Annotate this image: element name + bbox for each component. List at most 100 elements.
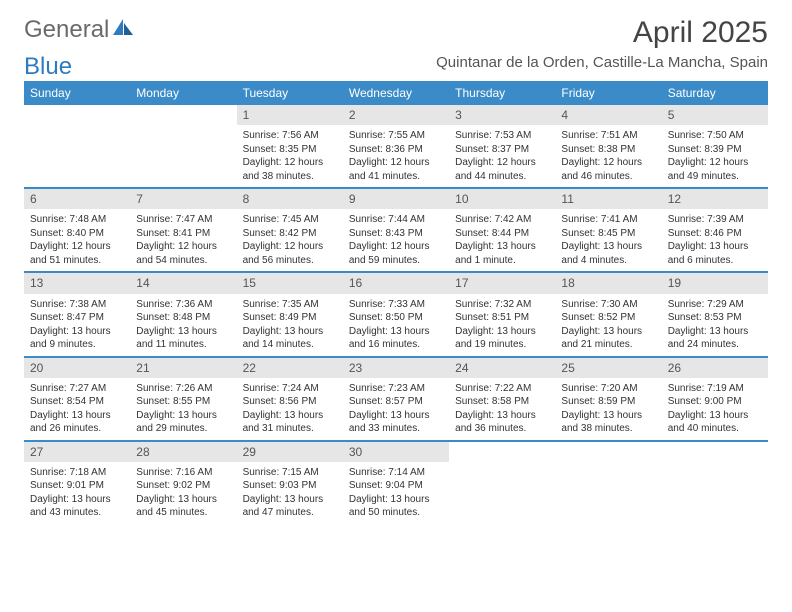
day-number: 12 <box>662 189 768 209</box>
daylight-text: Daylight: 13 hours and 45 minutes. <box>136 493 230 520</box>
sunset-text: Sunset: 8:39 PM <box>668 143 762 157</box>
day-body: Sunrise: 7:51 AMSunset: 8:38 PMDaylight:… <box>555 127 661 187</box>
day-body: Sunrise: 7:20 AMSunset: 8:59 PMDaylight:… <box>555 380 661 440</box>
calendar-cell: 23Sunrise: 7:23 AMSunset: 8:57 PMDayligh… <box>343 358 449 440</box>
daylight-text: Daylight: 13 hours and 11 minutes. <box>136 325 230 352</box>
weekday-header: Monday <box>130 81 236 105</box>
day-body: Sunrise: 7:22 AMSunset: 8:58 PMDaylight:… <box>449 380 555 440</box>
day-number: 3 <box>449 105 555 125</box>
day-number: 1 <box>237 105 343 125</box>
sunrise-text: Sunrise: 7:38 AM <box>30 298 124 312</box>
calendar-cell: 22Sunrise: 7:24 AMSunset: 8:56 PMDayligh… <box>237 358 343 440</box>
sunrise-text: Sunrise: 7:23 AM <box>349 382 443 396</box>
day-number: 28 <box>130 442 236 462</box>
day-body: Sunrise: 7:15 AMSunset: 9:03 PMDaylight:… <box>237 464 343 524</box>
day-body: Sunrise: 7:18 AMSunset: 9:01 PMDaylight:… <box>24 464 130 524</box>
sunrise-text: Sunrise: 7:55 AM <box>349 129 443 143</box>
daylight-text: Daylight: 13 hours and 29 minutes. <box>136 409 230 436</box>
sunset-text: Sunset: 8:36 PM <box>349 143 443 157</box>
daylight-text: Daylight: 13 hours and 26 minutes. <box>30 409 124 436</box>
sunset-text: Sunset: 9:04 PM <box>349 479 443 493</box>
daylight-text: Daylight: 13 hours and 43 minutes. <box>30 493 124 520</box>
calendar-cell: 3Sunrise: 7:53 AMSunset: 8:37 PMDaylight… <box>449 105 555 187</box>
day-number: 11 <box>555 189 661 209</box>
day-number: 19 <box>662 273 768 293</box>
day-number: 22 <box>237 358 343 378</box>
day-number: 9 <box>343 189 449 209</box>
sunset-text: Sunset: 8:40 PM <box>30 227 124 241</box>
sunrise-text: Sunrise: 7:42 AM <box>455 213 549 227</box>
sunrise-text: Sunrise: 7:18 AM <box>30 466 124 480</box>
location-subtitle: Quintanar de la Orden, Castille-La Manch… <box>436 54 768 71</box>
sunrise-text: Sunrise: 7:56 AM <box>243 129 337 143</box>
day-number: 6 <box>24 189 130 209</box>
day-body: Sunrise: 7:16 AMSunset: 9:02 PMDaylight:… <box>130 464 236 524</box>
sunset-text: Sunset: 8:49 PM <box>243 311 337 325</box>
sunset-text: Sunset: 8:37 PM <box>455 143 549 157</box>
calendar-cell <box>24 105 130 187</box>
calendar-cell: 16Sunrise: 7:33 AMSunset: 8:50 PMDayligh… <box>343 273 449 355</box>
sunset-text: Sunset: 8:45 PM <box>561 227 655 241</box>
weekday-header: Saturday <box>662 81 768 105</box>
sunrise-text: Sunrise: 7:16 AM <box>136 466 230 480</box>
day-number: 30 <box>343 442 449 462</box>
sunrise-text: Sunrise: 7:47 AM <box>136 213 230 227</box>
calendar-cell: 27Sunrise: 7:18 AMSunset: 9:01 PMDayligh… <box>24 442 130 524</box>
calendar-cell: 15Sunrise: 7:35 AMSunset: 8:49 PMDayligh… <box>237 273 343 355</box>
daylight-text: Daylight: 13 hours and 16 minutes. <box>349 325 443 352</box>
weekday-header: Thursday <box>449 81 555 105</box>
day-number: 26 <box>662 358 768 378</box>
day-body: Sunrise: 7:50 AMSunset: 8:39 PMDaylight:… <box>662 127 768 187</box>
day-number: 29 <box>237 442 343 462</box>
day-number: 21 <box>130 358 236 378</box>
calendar-week: 1Sunrise: 7:56 AMSunset: 8:35 PMDaylight… <box>24 105 768 189</box>
sunrise-text: Sunrise: 7:39 AM <box>668 213 762 227</box>
sunrise-text: Sunrise: 7:26 AM <box>136 382 230 396</box>
page-title: April 2025 <box>633 16 768 50</box>
calendar-cell: 28Sunrise: 7:16 AMSunset: 9:02 PMDayligh… <box>130 442 236 524</box>
calendar-week: 27Sunrise: 7:18 AMSunset: 9:01 PMDayligh… <box>24 442 768 524</box>
weekday-header: Wednesday <box>343 81 449 105</box>
sunrise-text: Sunrise: 7:22 AM <box>455 382 549 396</box>
daylight-text: Daylight: 13 hours and 31 minutes. <box>243 409 337 436</box>
daylight-text: Daylight: 13 hours and 38 minutes. <box>561 409 655 436</box>
daylight-text: Daylight: 13 hours and 24 minutes. <box>668 325 762 352</box>
daylight-text: Daylight: 13 hours and 4 minutes. <box>561 240 655 267</box>
calendar-cell <box>555 442 661 524</box>
sunset-text: Sunset: 9:03 PM <box>243 479 337 493</box>
logo-line2: Blue <box>24 53 72 81</box>
day-body: Sunrise: 7:55 AMSunset: 8:36 PMDaylight:… <box>343 127 449 187</box>
calendar-cell: 29Sunrise: 7:15 AMSunset: 9:03 PMDayligh… <box>237 442 343 524</box>
calendar-cell: 9Sunrise: 7:44 AMSunset: 8:43 PMDaylight… <box>343 189 449 271</box>
calendar-cell: 6Sunrise: 7:48 AMSunset: 8:40 PMDaylight… <box>24 189 130 271</box>
day-body: Sunrise: 7:30 AMSunset: 8:52 PMDaylight:… <box>555 296 661 356</box>
calendar-cell: 11 Sunrise: 7:41 AMSunset: 8:45 PMDayligh… <box>555 189 661 271</box>
daylight-text: Daylight: 12 hours and 44 minutes. <box>455 156 549 183</box>
calendar-cell: 4Sunrise: 7:51 AMSunset: 8:38 PMDaylight… <box>555 105 661 187</box>
day-number: 8 <box>237 189 343 209</box>
day-body: Sunrise: 7:23 AMSunset: 8:57 PMDaylight:… <box>343 380 449 440</box>
calendar-cell: 24Sunrise: 7:22 AMSunset: 8:58 PMDayligh… <box>449 358 555 440</box>
day-body: Sunrise: 7:32 AMSunset: 8:51 PMDaylight:… <box>449 296 555 356</box>
day-body: Sunrise: 7:53 AMSunset: 8:37 PMDaylight:… <box>449 127 555 187</box>
sunset-text: Sunset: 8:48 PM <box>136 311 230 325</box>
sunrise-text: Sunrise: 7:29 AM <box>668 298 762 312</box>
daylight-text: Daylight: 13 hours and 47 minutes. <box>243 493 337 520</box>
day-body: Sunrise: 7:27 AMSunset: 8:54 PMDaylight:… <box>24 380 130 440</box>
daylight-text: Daylight: 12 hours and 56 minutes. <box>243 240 337 267</box>
sunset-text: Sunset: 8:52 PM <box>561 311 655 325</box>
calendar-cell: 10Sunrise: 7:42 AMSunset: 8:44 PMDayligh… <box>449 189 555 271</box>
day-body: Sunrise: 7:26 AMSunset: 8:55 PMDaylight:… <box>130 380 236 440</box>
calendar-cell: 30Sunrise: 7:14 AMSunset: 9:04 PMDayligh… <box>343 442 449 524</box>
day-body: Sunrise: 7:29 AMSunset: 8:53 PMDaylight:… <box>662 296 768 356</box>
sunset-text: Sunset: 8:56 PM <box>243 395 337 409</box>
sunrise-text: Sunrise: 7:30 AM <box>561 298 655 312</box>
sunrise-text: Sunrise: 7:15 AM <box>243 466 337 480</box>
logo: General <box>24 16 137 44</box>
daylight-text: Daylight: 12 hours and 51 minutes. <box>30 240 124 267</box>
sunrise-text: Sunrise: 7:41 AM <box>561 213 655 227</box>
day-body: Sunrise: 7:42 AMSunset: 8:44 PMDaylight:… <box>449 211 555 271</box>
sunrise-text: Sunrise: 7:33 AM <box>349 298 443 312</box>
calendar-cell <box>130 105 236 187</box>
sunset-text: Sunset: 8:54 PM <box>30 395 124 409</box>
